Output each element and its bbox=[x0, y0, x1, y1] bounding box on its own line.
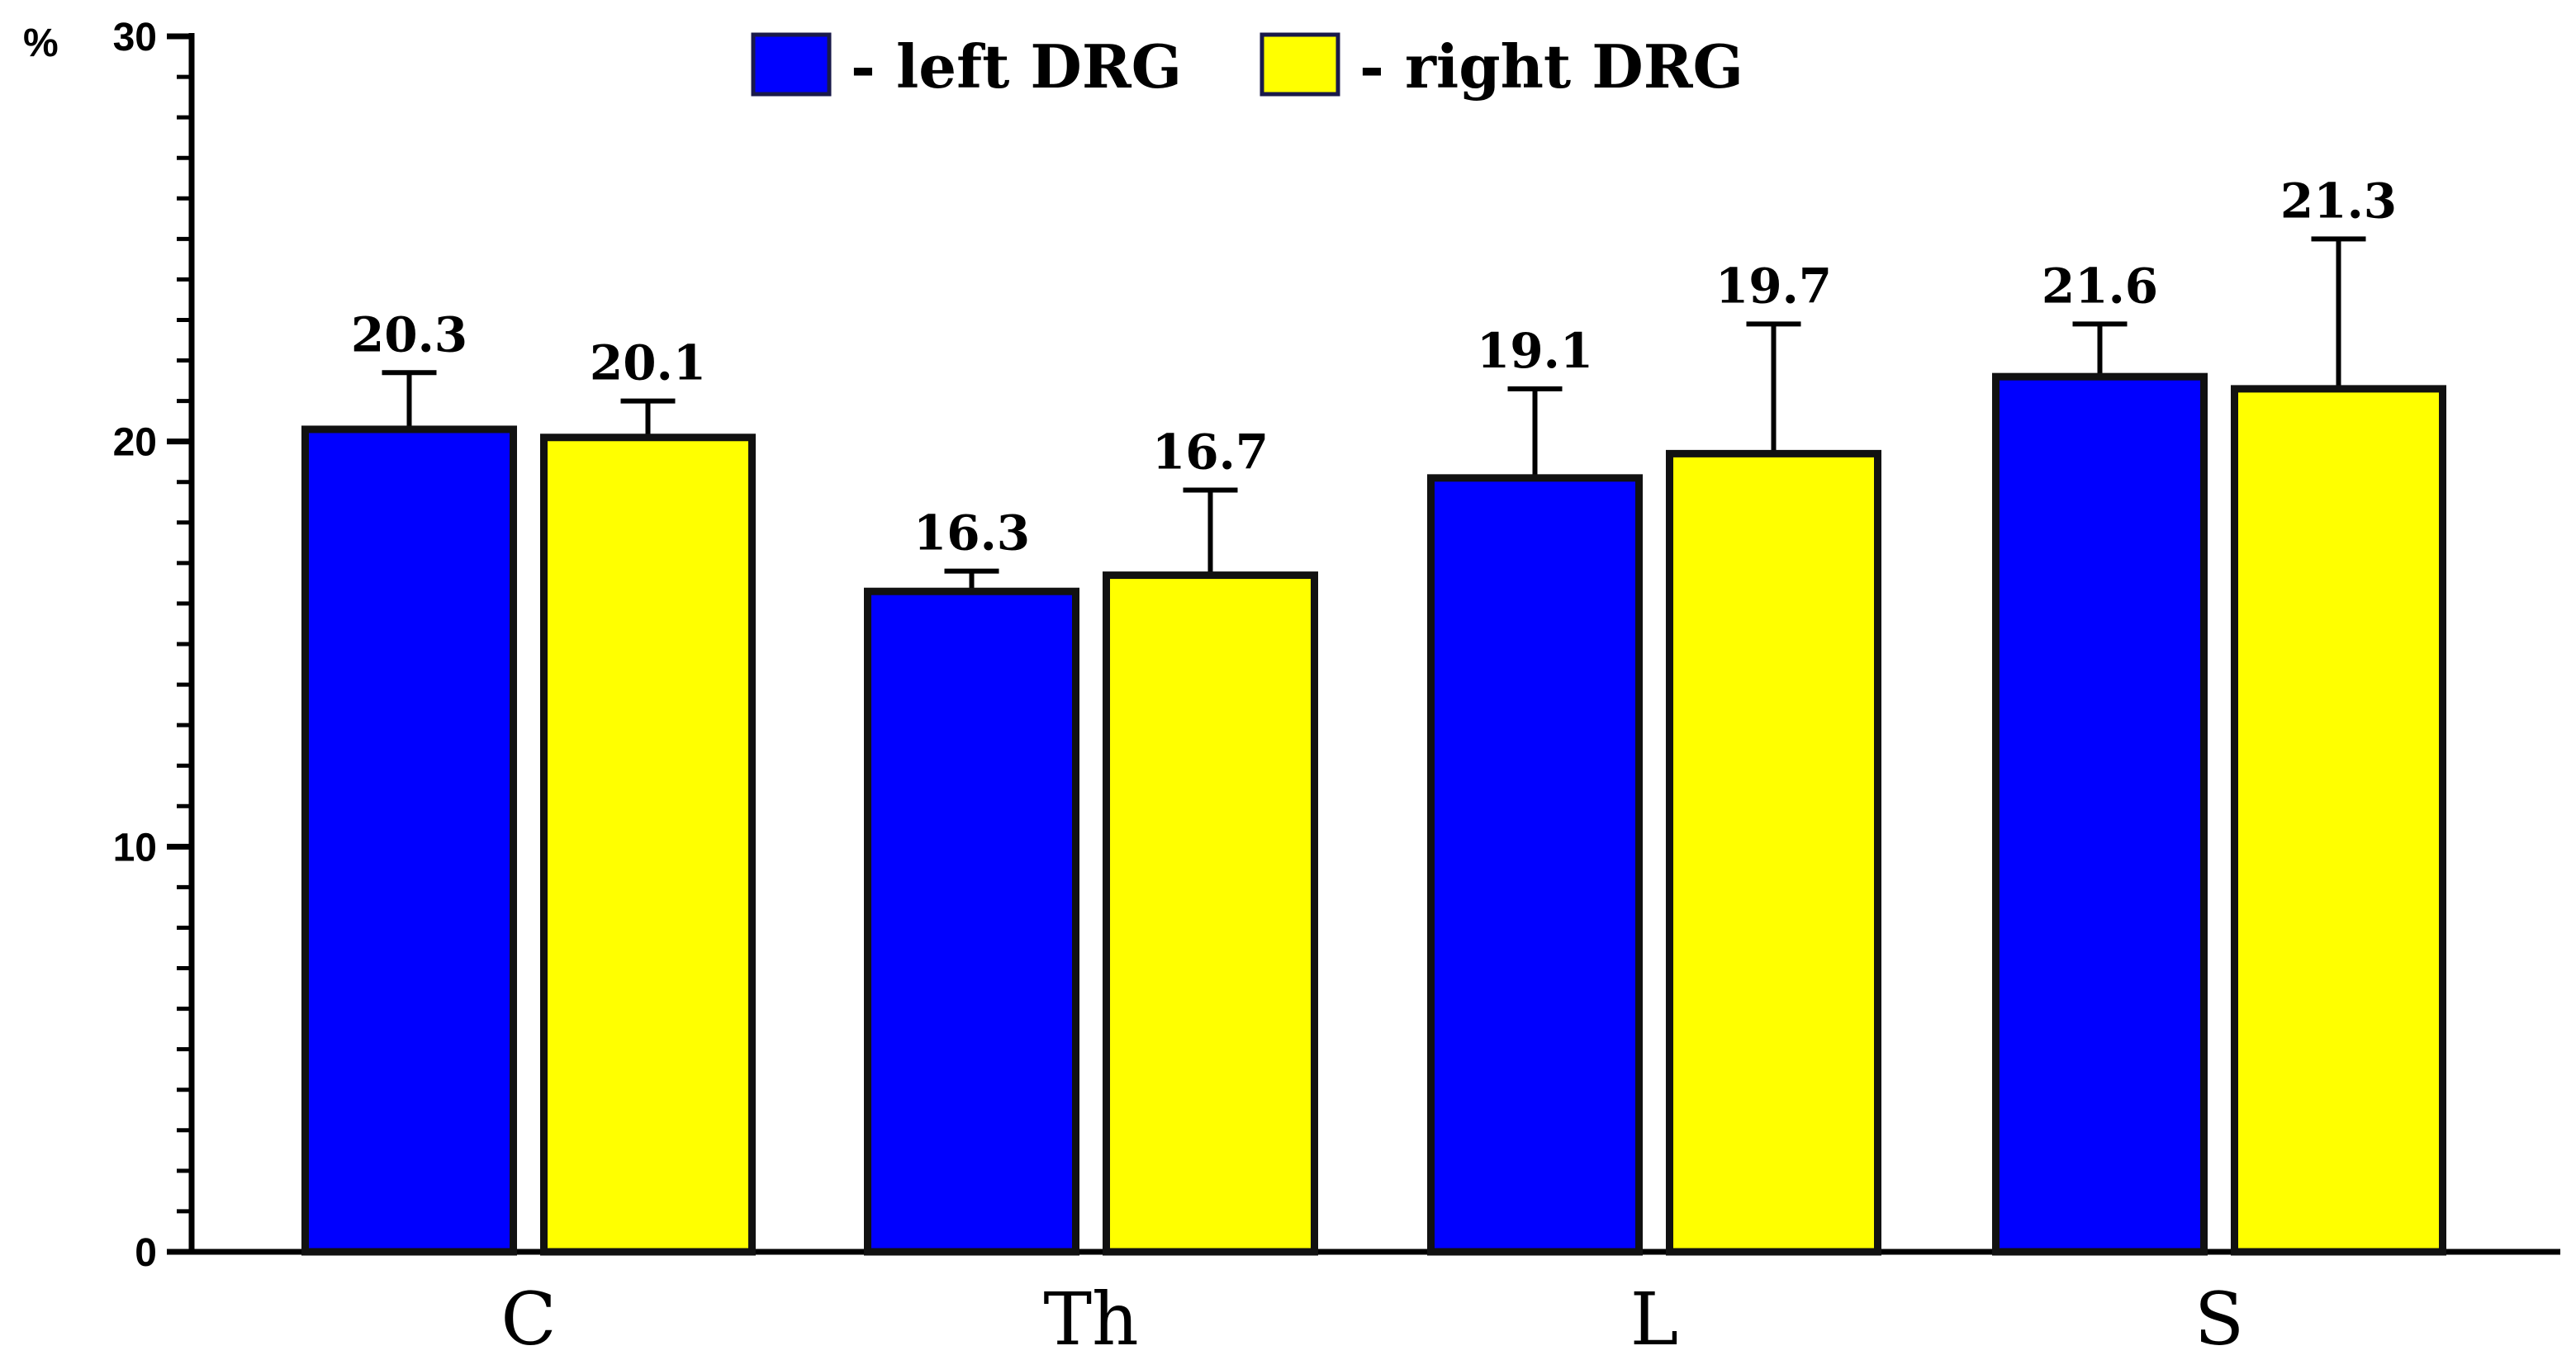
x-category-label: C bbox=[500, 1277, 556, 1360]
data-label: 20.1 bbox=[590, 335, 706, 391]
data-label: 16.3 bbox=[913, 505, 1030, 562]
y-tick-label: 20 bbox=[113, 421, 157, 465]
data-label: 20.3 bbox=[351, 306, 467, 363]
y-tick-label: 30 bbox=[113, 16, 157, 59]
x-category-label: Th bbox=[1043, 1277, 1138, 1360]
legend-label: - left DRG bbox=[851, 31, 1182, 102]
data-label: 21.6 bbox=[2042, 258, 2158, 314]
bar bbox=[864, 587, 1079, 1256]
legend-swatch bbox=[1260, 32, 1340, 97]
data-labels: 20.3 16.3 19.1 21.6 20.1 16.7 19.7 21.3 bbox=[351, 173, 2397, 561]
bar bbox=[1427, 474, 1643, 1256]
bar bbox=[301, 425, 517, 1256]
bar bbox=[1666, 449, 1881, 1256]
y-tick-label: 10 bbox=[113, 826, 157, 870]
legend: - left DRG - right DRG bbox=[751, 31, 1743, 102]
bar bbox=[540, 434, 756, 1256]
data-label: 19.7 bbox=[1715, 258, 1832, 314]
legend-label: - right DRG bbox=[1359, 31, 1743, 102]
bar bbox=[2231, 385, 2446, 1256]
data-label: 19.1 bbox=[1477, 323, 1593, 379]
x-category-label: S bbox=[2194, 1277, 2244, 1360]
x-category-label: L bbox=[1630, 1277, 1678, 1360]
y-axis-unit-label: % bbox=[23, 21, 59, 65]
legend-swatch bbox=[751, 32, 832, 97]
bars bbox=[301, 236, 2446, 1256]
bar bbox=[1103, 571, 1318, 1256]
data-label: 21.3 bbox=[2280, 173, 2397, 229]
data-label: 16.7 bbox=[1152, 424, 1269, 481]
bar bbox=[1992, 372, 2208, 1256]
y-tick-label: 0 bbox=[135, 1231, 157, 1275]
